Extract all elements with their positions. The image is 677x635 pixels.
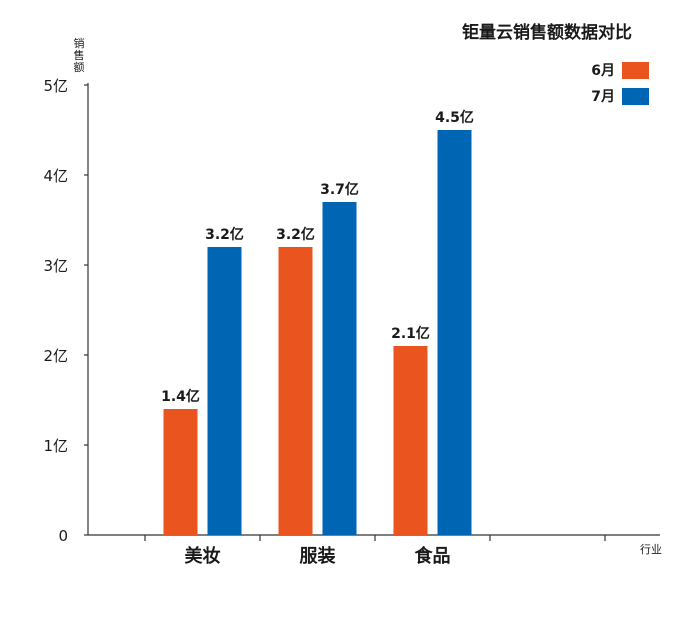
bar [278,247,313,535]
y-tick-label: 0 [58,527,68,545]
legend: 6月 7月 [591,62,649,105]
y-tick-label: 3亿 [43,257,68,275]
data-label: 3.2亿 [205,226,244,243]
x-axis: 美妆 服装 食品 [88,534,660,567]
data-label: 4.5亿 [435,109,474,126]
bars: 1.4亿 3.2亿 3.2亿 3.7亿 2.1亿 4.5亿 [161,109,474,535]
data-label: 1.4亿 [161,388,200,405]
x-tick-label: 食品 [414,545,451,567]
x-tick-label: 服装 [300,545,336,567]
x-axis-label: 行业 [640,543,662,556]
y-axis: 0 1亿 2亿 3亿 4亿 5亿 [43,77,89,545]
legend-swatch [622,62,649,79]
bar [163,409,198,535]
bar [393,346,428,535]
y-tick-label: 2亿 [43,347,68,365]
data-label: 3.2亿 [276,226,315,243]
bar [207,247,242,535]
y-tick-label: 4亿 [43,167,68,185]
legend-label: 6月 [591,63,615,79]
bar [437,130,472,535]
y-tick-label: 5亿 [43,77,68,95]
y-axis-label-char: 销 [74,36,85,50]
y-tick-label: 1亿 [43,437,68,455]
y-axis-label-char: 售 [74,48,85,62]
y-axis-label-char: 额 [74,61,85,74]
bar [322,202,357,535]
data-label: 3.7亿 [320,181,359,198]
data-label: 2.1亿 [391,325,430,342]
y-axis-label: 销售额 [74,36,85,74]
legend-label: 7月 [591,89,615,105]
x-tick-label: 美妆 [185,545,221,567]
chart-title: 钜量云销售额数据对比 [462,22,632,43]
legend-swatch [622,88,649,105]
